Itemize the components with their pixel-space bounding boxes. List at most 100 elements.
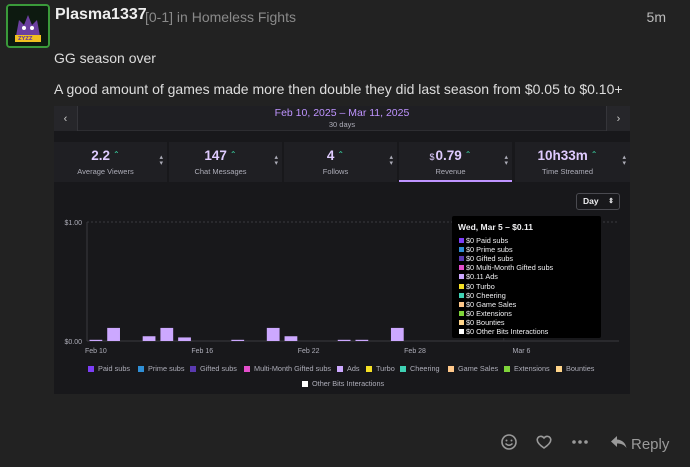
tooltip-row-text: $0 Turbo [466, 281, 495, 291]
more-icon[interactable] [571, 433, 589, 456]
legend-label: Ads [347, 364, 360, 373]
legend-swatch [138, 366, 144, 372]
chevron-left-icon[interactable]: ‹ [54, 106, 78, 131]
stat-number: 4 [326, 148, 335, 163]
trend-up-icon: ⌃ [229, 150, 237, 159]
sort-icon[interactable]: ▴ ▾ [622, 154, 626, 167]
legend-item[interactable]: Game Sales [448, 364, 498, 373]
chevron-right-icon[interactable]: › [606, 106, 630, 131]
legend-item[interactable]: Multi-Month Gifted subs [244, 364, 331, 373]
legend-item[interactable]: Turbo [366, 364, 395, 373]
sort-icon[interactable]: ▴ ▾ [389, 154, 393, 167]
stat-tile[interactable]: 2.2 ⌃ Average Viewers ▴ ▾ [54, 142, 167, 182]
tooltip-row: $0 Turbo [459, 282, 495, 291]
avatar[interactable]: ZYZZ [6, 4, 50, 48]
stat-number: 147 [204, 148, 227, 163]
tooltip-swatch [459, 256, 464, 262]
tooltip-row-text: $0 Game Sales [466, 299, 517, 309]
heart-icon[interactable] [535, 433, 553, 456]
stat-tile[interactable]: $0.79 ⌃ Revenue ▴ ▾ [399, 142, 512, 182]
y-tick-label: $0.00 [64, 339, 82, 346]
tooltip-swatch [459, 319, 464, 325]
tooltip-row-text: $0 Paid subs [466, 236, 509, 245]
tooltip-row-text: $0 Gifted subs [466, 254, 514, 264]
reply-button[interactable]: Reply [631, 436, 670, 453]
tooltip-swatch [459, 238, 464, 243]
tooltip-swatch [459, 283, 464, 289]
stat-number: 0.79 [435, 148, 462, 163]
post-meta: [0-1] in Homeless Fights [145, 9, 296, 25]
trend-up-icon: ⌃ [113, 150, 120, 159]
bar [337, 339, 351, 341]
bar [390, 327, 404, 341]
stat-value: 147 ⌃ [169, 148, 272, 163]
bar [178, 337, 191, 341]
trend-up-icon: ⌃ [590, 150, 598, 159]
avatar-icon [8, 6, 48, 46]
sort-icon[interactable]: ▴ ▾ [504, 154, 508, 167]
legend-label: Game Sales [458, 364, 499, 373]
tooltip-row-text: $0 Cheering [466, 290, 506, 300]
tooltip-row: $0 Cheering [459, 291, 506, 300]
legend-item[interactable]: Bounties [556, 364, 594, 373]
bar [160, 327, 174, 341]
bar [266, 327, 280, 341]
tooltip-swatch [459, 310, 464, 316]
date-range-bar: ‹ Feb 10, 2025 – Mar 11, 2025 30 days › [54, 106, 630, 131]
x-tick-label: Mar 6 [513, 348, 531, 355]
legend-label: Cheering [410, 364, 440, 373]
smiley-icon[interactable] [500, 433, 518, 456]
bar [142, 336, 156, 341]
stat-value: 2.2 ⌃ [54, 148, 157, 163]
tooltip-row: $0 Multi-Month Gifted subs [459, 263, 553, 272]
stat-number: 2.2 [91, 148, 111, 163]
stat-value: $0.79 ⌃ [399, 148, 502, 163]
date-range[interactable]: Feb 10, 2025 – Mar 11, 2025 [274, 107, 410, 119]
legend-label: Prime subs [148, 364, 185, 373]
legend-swatch [337, 366, 343, 372]
tooltip-row-text: $0.11 Ads [466, 272, 498, 282]
y-tick-label: $1.00 [64, 220, 82, 227]
reply-arrow-icon[interactable] [610, 434, 628, 455]
tooltip-row: $0 Prime subs [459, 245, 513, 254]
x-tick-label: Feb 10 [85, 348, 107, 355]
legend-label: Paid subs [98, 364, 131, 373]
legend-item[interactable]: Extensions [504, 364, 550, 373]
post-author[interactable]: Plasma1337 [55, 6, 147, 23]
bar [231, 339, 245, 341]
chevron-updown-icon: ⇕ [608, 198, 614, 205]
sort-icon[interactable]: ▴ ▾ [274, 154, 278, 167]
bar [284, 336, 298, 341]
interval-select[interactable]: Day ⇕ [576, 193, 620, 210]
stat-label: Time Streamed [542, 167, 593, 176]
legend-label: Bounties [566, 364, 595, 373]
stat-tiles: 2.2 ⌃ Average Viewers ▴ ▾ 147 ⌃ Chat Messages ▴ ▾… [54, 142, 630, 182]
legend-item[interactable]: Paid subs [88, 364, 130, 373]
legend-swatch [556, 366, 562, 372]
legend-item[interactable]: Ads [337, 364, 360, 373]
legend-item[interactable]: Cheering [400, 364, 440, 373]
legend-swatch [448, 366, 454, 372]
stat-tile[interactable]: 147 ⌃ Chat Messages ▴ ▾ [169, 142, 282, 182]
legend-item[interactable]: Other Bits Interactions [302, 379, 384, 388]
legend-swatch [400, 366, 406, 372]
post-paragraph: GG season over [54, 50, 156, 66]
stat-tile[interactable]: 10h33m ⌃ Time Streamed ▴ ▾ [515, 142, 630, 182]
category-link[interactable]: Homeless Fights [191, 9, 296, 25]
interval-value: Day [583, 196, 599, 206]
tooltip-swatch [459, 301, 464, 307]
legend-item[interactable]: Gifted subs [190, 364, 237, 373]
legend-swatch [366, 366, 372, 372]
tooltip-swatch [459, 274, 464, 280]
legend-label: Other Bits Interactions [312, 379, 385, 388]
stat-label: Average Viewers [77, 167, 134, 176]
x-tick-label: Feb 16 [191, 348, 213, 355]
post-time[interactable]: 5m [646, 9, 666, 25]
trend-up-icon: ⌃ [464, 150, 472, 159]
legend-swatch [504, 366, 510, 372]
sort-icon[interactable]: ▴ ▾ [159, 154, 163, 167]
stat-tile[interactable]: 4 ⌃ Follows ▴ ▾ [284, 142, 397, 182]
date-range-days: 30 days [328, 120, 356, 129]
legend-item[interactable]: Prime subs [138, 364, 185, 373]
